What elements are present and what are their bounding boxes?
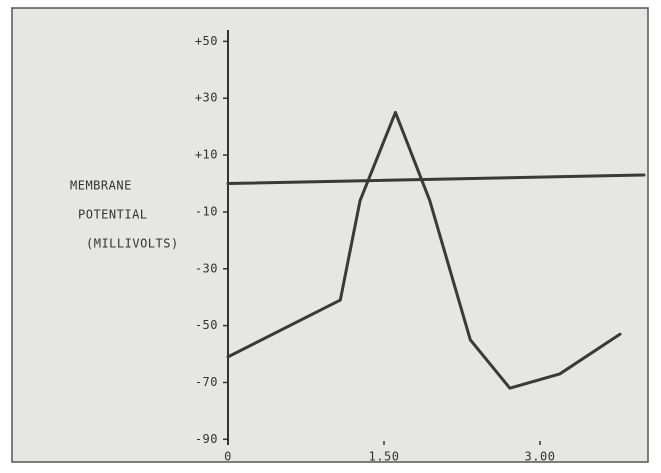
y-axis-label: MEMBRANE [70,179,132,193]
frame [11,7,649,463]
y-tick-label: -30 [195,261,218,275]
y-axis-label: POTENTIAL [78,208,148,222]
y-tick-label: -70 [195,375,218,389]
y-tick-label: +50 [195,34,218,48]
y-tick-label: -10 [195,204,218,218]
y-tick-label: +30 [195,91,218,105]
data-line [226,110,622,390]
x-tick-label: 0 [224,450,232,464]
x-tick-label: 3.00 [525,450,556,464]
y-axis-label: (MILLIVOLTS) [86,237,179,251]
data-line [226,173,646,185]
y-tick-label: +10 [195,148,218,162]
x-tick-label: 1.50 [369,450,400,464]
y-tick-label: -50 [195,318,218,332]
y-tick-label: -90 [195,432,218,446]
